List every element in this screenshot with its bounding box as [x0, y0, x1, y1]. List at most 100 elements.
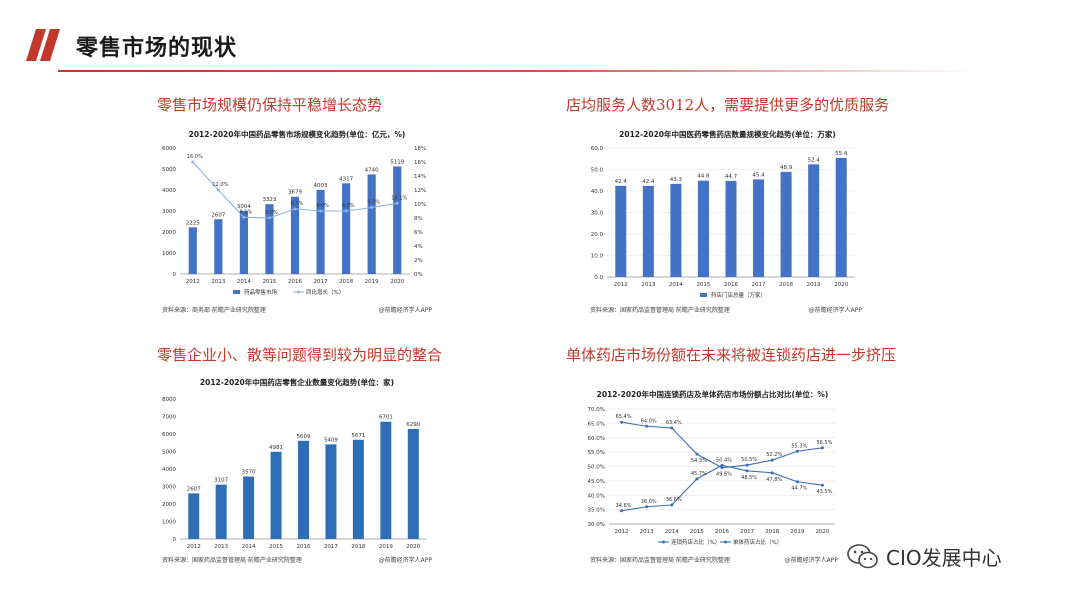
line-value-label: 54.3% [691, 458, 707, 464]
bar [615, 185, 627, 277]
bar-value-label: 5609 [297, 434, 311, 440]
line-point [770, 471, 774, 475]
y-tick-label: 35.0% [588, 508, 605, 514]
y2-tick-label: 2% [414, 258, 423, 264]
x-tick-label: 2020 [390, 279, 404, 285]
y-tick-label: 60.0 [591, 146, 604, 152]
y2-tick-label: 6% [414, 230, 423, 236]
line-point [820, 483, 824, 487]
chart-4-svg: 30.0% 35.0% 40.0% 45.0% 50.0% 55.0% 60.0% 65.0%… [588, 407, 835, 546]
line-value-label: 43.5% [816, 489, 832, 495]
line-value-label: 9.5% [367, 200, 380, 206]
chart-panel-1: 2012-2020年中国药品零售市场规模变化趋势(单位：亿元，%) 0 1000 2… [152, 124, 442, 320]
bar [725, 180, 737, 277]
bar-value-label: 6701 [379, 415, 393, 421]
bar-value-label: 3679 [288, 190, 302, 196]
line-value-label: 12.0% [212, 182, 228, 188]
y-tick-label: 0.0 [594, 275, 603, 281]
y-tick-label: 30.0% [588, 522, 605, 528]
y-tick-label: 0 [173, 272, 177, 278]
x-tick-label: 2017 [752, 282, 766, 288]
line-value-label: 9.0% [316, 203, 329, 209]
legend-swatch [233, 290, 240, 294]
bar [393, 166, 402, 274]
legend-label: 单体药店占比（%） [733, 538, 782, 546]
x-tick-label: 2014 [665, 529, 679, 535]
line-value-label: 10.1% [391, 195, 407, 201]
y-tick-label: 1000 [162, 251, 176, 257]
bar-value-label: 48.9 [780, 165, 793, 171]
y-tick-label: 2000 [162, 502, 176, 508]
y2-tick-label: 4% [414, 244, 423, 250]
line-value-label: 52.2% [766, 452, 782, 458]
line-value-label: 16.0% [187, 154, 203, 160]
bar [835, 157, 847, 277]
line-point [795, 449, 799, 453]
bar [352, 439, 364, 539]
chart-3-svg: 0 1000 2000 3000 4000 5000 6000 7000 8000 2012 201… [162, 397, 427, 550]
x-tick-label: 2018 [765, 529, 779, 535]
bar-value-label: 5119 [390, 160, 404, 166]
chart-1-svg: 0 1000 2000 3000 4000 5000 6000 0% 2% 4% 6% 8% 10% 12… [162, 146, 426, 296]
x-tick-label: 2016 [288, 279, 302, 285]
wechat-account-name: CIO发展中心 [886, 546, 1002, 570]
y-tick-label: 45.0% [588, 479, 605, 485]
bar [697, 180, 709, 277]
x-tick-label: 2012 [186, 279, 200, 285]
y-tick-label: 4000 [162, 467, 176, 473]
bar-value-label: 5409 [324, 437, 338, 443]
bar-value-label: 45.4 [752, 172, 765, 178]
x-tick-label: 2014 [242, 544, 256, 550]
line-value-label: 47.8% [766, 477, 782, 483]
y-tick-label: 4000 [162, 188, 176, 194]
bar [270, 451, 282, 539]
line-point [670, 426, 674, 430]
x-tick-label: 2019 [790, 529, 804, 535]
x-tick-label: 2017 [314, 279, 328, 285]
legend-label: 药店门店总量（万家） [711, 291, 766, 299]
bar-value-label: 52.4 [808, 157, 821, 163]
line-point [319, 209, 323, 213]
line-value-label: 8.1% [240, 209, 253, 215]
bar [188, 493, 200, 539]
line-point [720, 463, 724, 467]
panel-1-heading: 零售市场规模仍保持平稳增长态势 [157, 96, 383, 114]
bar-value-label: 4981 [269, 445, 283, 451]
bar-value-label: 4740 [365, 167, 379, 173]
wechat-watermark: CIO发展中心 [846, 542, 1002, 571]
x-tick-label: 2016 [297, 544, 311, 550]
line-point [344, 209, 348, 213]
x-tick-label: 2013 [641, 282, 655, 288]
x-tick-label: 2013 [211, 279, 225, 285]
bar-value-label: 3107 [214, 478, 228, 484]
bar [642, 185, 654, 277]
line-point [242, 215, 246, 219]
y-tick-label: 50.0 [591, 168, 604, 174]
line-point [745, 469, 749, 473]
line-point [720, 466, 724, 470]
x-tick-label: 2012 [187, 544, 201, 550]
x-tick-label: 2015 [269, 544, 283, 550]
bar-value-label: 55.4 [835, 151, 848, 157]
chart-2-svg: 0.0 10.0 20.0 30.0 40.0 50.0 60.0 2012 2013 2014 2… [591, 146, 855, 299]
bar [214, 219, 223, 274]
line-point [670, 503, 674, 507]
chart-3-source: 资料来源：国家药品监督管理局 前瞻产业研究院整理 [162, 557, 302, 564]
x-tick-label: 2015 [696, 282, 710, 288]
bar-value-label: 43.3 [670, 177, 683, 183]
bar-value-label: 3323 [262, 197, 276, 203]
y2-tick-label: 18% [414, 146, 426, 152]
y2-tick-label: 10% [414, 202, 426, 208]
y-tick-label: 8000 [162, 397, 176, 403]
legend-swatch [297, 290, 300, 294]
x-tick-label: 2014 [669, 282, 683, 288]
line-point [770, 458, 774, 462]
y2-tick-label: 16% [414, 160, 426, 166]
bar [808, 164, 820, 277]
legend-swatch [700, 293, 707, 297]
x-tick-label: 2018 [339, 279, 353, 285]
x-tick-label: 2012 [615, 529, 629, 535]
y-tick-label: 3000 [162, 209, 176, 215]
x-tick-label: 2020 [815, 529, 829, 535]
line-value-label: 50.5% [741, 457, 757, 463]
